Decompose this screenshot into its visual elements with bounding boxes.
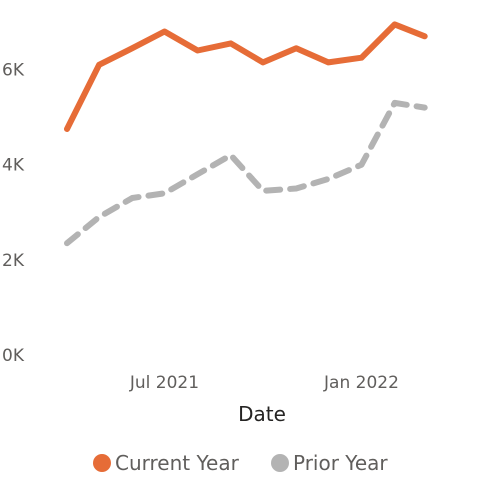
current-year-legend-label: Current Year [115, 451, 240, 475]
current-year-line [64, 21, 428, 132]
x-tick-label: Jul 2021 [129, 373, 199, 393]
prior-year-legend-label: Prior Year [293, 451, 388, 475]
x-tick-label: Jan 2022 [323, 373, 399, 393]
y-tick-label: 0K [2, 346, 25, 366]
prior-year-line [64, 99, 428, 247]
y-tick-label: 4K [2, 156, 25, 176]
x-axis-title: Date [238, 402, 286, 426]
prior-year-legend-marker [271, 454, 289, 472]
y-tick-label: 6K [2, 61, 25, 81]
current-year-legend-marker [93, 454, 111, 472]
y-tick-label: 2K [2, 251, 25, 271]
